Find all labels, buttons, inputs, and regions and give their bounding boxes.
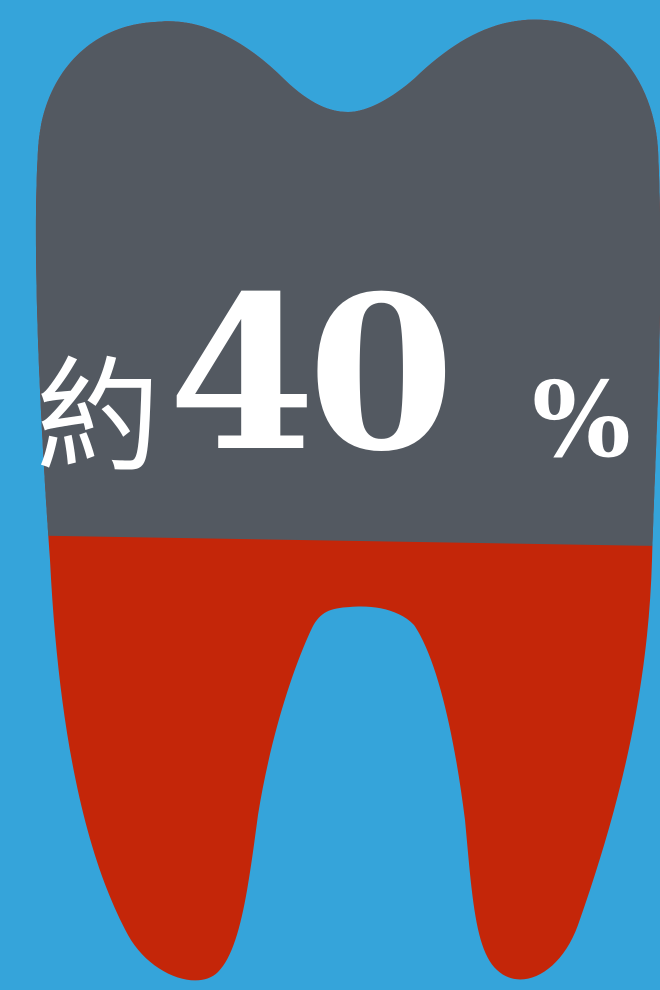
percentage-value: 40: [168, 249, 455, 498]
approx-prefix: 約: [36, 346, 161, 490]
tooth-crown: [35, 19, 660, 546]
percentage-statistic: 約 40 %: [36, 268, 656, 498]
percent-sign: %: [532, 358, 631, 481]
